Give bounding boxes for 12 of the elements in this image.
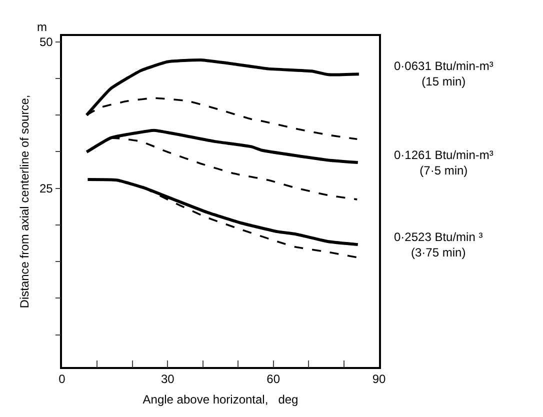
x-tick-label: 90 [372,372,386,386]
y-axis-title: Distance from axial centerline of source, [17,94,32,308]
x-tick-label: 30 [160,372,175,386]
y-tick-label: 50 [39,35,54,50]
x-tick-label: 60 [266,372,280,386]
text: m [37,20,47,34]
y-tick-label: 25 [39,182,54,196]
x-axis-title: Angle above horizontal, deg [142,392,298,407]
text: 0·2523 Btu/min ³ (3·75 min) [394,230,483,260]
text: 0·1261 Btu/min-m³ (7·5 min) [394,148,494,178]
x-tick-label: 0 [58,372,66,386]
text: 0·0631 Btu/min-m³ (15 min) [394,59,494,89]
